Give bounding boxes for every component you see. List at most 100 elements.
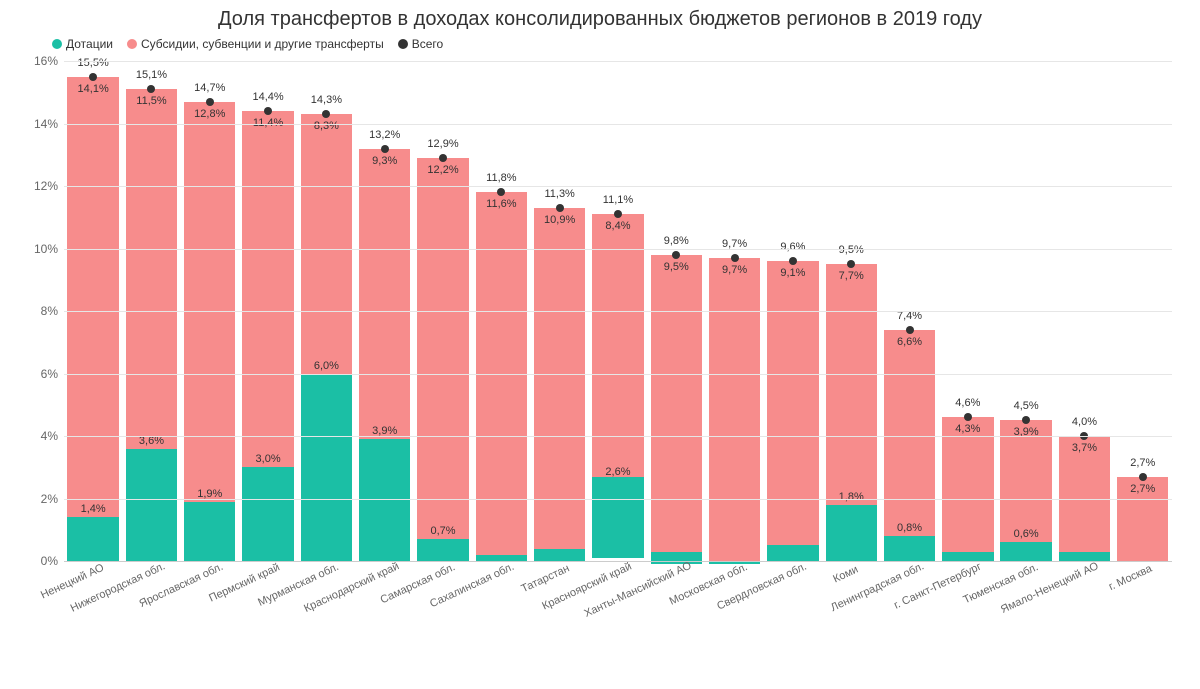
value-label-dotation: 2,6% [605, 466, 630, 478]
marker-dot [264, 107, 272, 115]
bar-segment-dotation [417, 539, 468, 561]
value-label-subsidy: 12,8% [194, 108, 225, 120]
bar[interactable] [592, 214, 643, 561]
bar-segment-dotation [67, 517, 118, 561]
value-label-total: 14,7% [194, 82, 225, 94]
marker-dot [847, 260, 855, 268]
value-label-subsidy: 2,7% [1130, 483, 1155, 495]
value-label-subsidy: 11,6% [486, 198, 516, 210]
value-label-subsidy: 6,6% [897, 336, 922, 348]
value-label-total: 11,8% [486, 172, 516, 184]
bar-segment-dotation [592, 477, 643, 558]
marker-dot [89, 73, 97, 81]
bar-segment-dotation [126, 449, 177, 562]
value-label-subsidy: 4,3% [955, 423, 980, 435]
value-label-dotation: 1,4% [81, 503, 106, 515]
bar-segment-dotation [301, 374, 352, 562]
value-label-subsidy: 7,7% [839, 270, 864, 282]
legend-item-total[interactable]: Всего [398, 37, 443, 51]
legend-label-total: Всего [412, 37, 443, 51]
grid-line [64, 186, 1172, 187]
bar[interactable] [417, 158, 468, 561]
value-label-subsidy: 9,1% [780, 267, 805, 279]
x-tick-label: Ямало-Ненецкий АО [999, 560, 1100, 616]
value-label-total: 2,7% [1130, 457, 1155, 469]
value-label-total: 4,5% [1014, 400, 1039, 412]
bar[interactable] [767, 261, 818, 561]
legend-dot-subsidy [127, 39, 137, 49]
y-tick-label: 2% [41, 492, 64, 506]
bar-segment-subsidy [126, 89, 177, 448]
marker-dot [439, 154, 447, 162]
marker-dot [906, 326, 914, 334]
bar-segment-subsidy [534, 208, 585, 549]
bar[interactable] [534, 208, 585, 561]
bar[interactable] [709, 258, 760, 561]
value-label-total: 11,3% [544, 188, 574, 200]
legend-item-subsidy[interactable]: Субсидии, субвенции и другие трансферты [127, 37, 384, 51]
bar-segment-dotation [184, 502, 235, 561]
bar[interactable] [826, 264, 877, 561]
bar-segment-dotation [1000, 542, 1051, 561]
value-label-total: 4,6% [955, 397, 980, 409]
marker-dot [789, 257, 797, 265]
value-label-dotation: 0,8% [897, 522, 922, 534]
marker-dot [206, 98, 214, 106]
grid-line [64, 311, 1172, 312]
marker-dot [731, 254, 739, 262]
bar-segment-subsidy [301, 114, 352, 373]
bar-segment-subsidy [359, 149, 410, 440]
bar-segment-dotation [242, 467, 293, 561]
legend-label-dotation: Дотации [66, 37, 113, 51]
bar[interactable] [67, 77, 118, 561]
value-label-subsidy: 8,3% [314, 120, 339, 132]
x-tick-label: Коми [832, 564, 861, 586]
y-tick-label: 16% [34, 54, 64, 68]
value-label-subsidy: 12,2% [427, 164, 458, 176]
value-label-dotation: 0,7% [430, 525, 455, 537]
value-label-total: 9,8% [664, 235, 689, 247]
value-label-total: 11,1% [603, 194, 633, 206]
value-label-total: 15,5% [78, 57, 109, 69]
legend-label-subsidy: Субсидии, субвенции и другие трансферты [141, 37, 384, 51]
marker-dot [381, 145, 389, 153]
bar[interactable] [301, 114, 352, 561]
bar-segment-subsidy [1000, 420, 1051, 542]
bar-segment-dotation [359, 439, 410, 561]
bar-segment-dotation [884, 536, 935, 561]
legend-item-dotation[interactable]: Дотации [52, 37, 113, 51]
chart-container: Доля трансфертов в доходах консолидирова… [0, 0, 1200, 689]
value-label-dotation: 0,6% [1014, 528, 1039, 540]
value-label-total: 13,2% [369, 129, 400, 141]
y-tick-label: 10% [34, 242, 64, 256]
chart-legend: Дотации Субсидии, субвенции и другие тра… [52, 37, 1184, 51]
y-tick-label: 14% [34, 117, 64, 131]
value-label-dotation: 6,0% [314, 360, 339, 372]
y-tick-label: 0% [41, 554, 64, 568]
grid-line [64, 61, 1172, 62]
marker-dot [147, 85, 155, 93]
marker-dot [672, 251, 680, 259]
value-label-subsidy: 3,7% [1072, 442, 1097, 454]
marker-dot [964, 413, 972, 421]
bar-segment-dotation [1059, 552, 1110, 561]
bar-segment-subsidy [592, 214, 643, 477]
bar-segment-subsidy [242, 111, 293, 467]
y-tick-label: 6% [41, 367, 64, 381]
bar-segment-dotation [942, 552, 993, 561]
grid-line [64, 374, 1172, 375]
bar-segment-dotation [534, 549, 585, 562]
bar-segment-subsidy [67, 77, 118, 518]
chart-title: Доля трансфертов в доходах консолидирова… [16, 8, 1184, 31]
bar[interactable] [242, 111, 293, 561]
value-label-total: 14,4% [252, 91, 283, 103]
plot-area: 15,5%14,1%1,4%Ненецкий АО15,1%11,5%3,6%Н… [64, 61, 1172, 561]
bar[interactable] [126, 89, 177, 561]
y-tick-label: 4% [41, 429, 64, 443]
bar-segment-subsidy [942, 417, 993, 551]
bar[interactable] [942, 417, 993, 561]
value-label-subsidy: 9,7% [722, 264, 747, 276]
value-label-total: 9,6% [780, 241, 805, 253]
x-tick-label: г. Москва [1107, 563, 1154, 593]
bar[interactable] [651, 255, 702, 561]
